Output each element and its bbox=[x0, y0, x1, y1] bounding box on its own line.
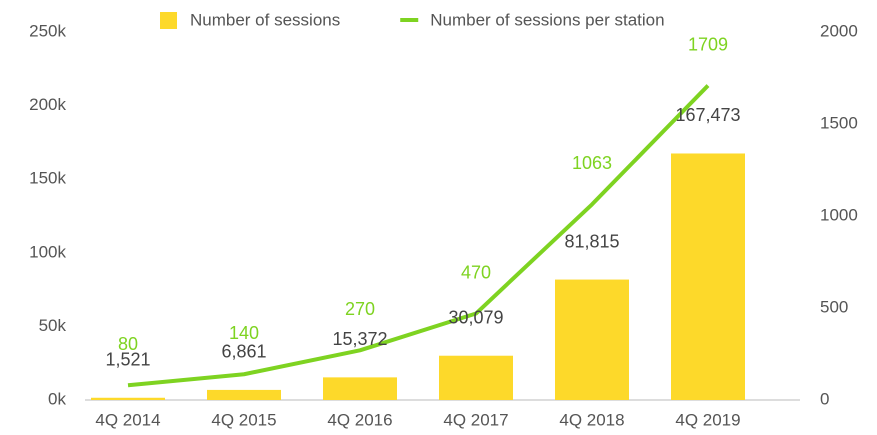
bar bbox=[671, 153, 745, 400]
y2-tick-label: 2000 bbox=[820, 21, 858, 40]
data-label: 6,861 bbox=[221, 342, 266, 362]
legend-label: Number of sessions per station bbox=[430, 10, 664, 29]
bar bbox=[555, 279, 629, 400]
data-label: 167,473 bbox=[675, 105, 740, 125]
data-label: 270 bbox=[345, 299, 375, 319]
data-label: 140 bbox=[229, 323, 259, 343]
y-tick-label: 100k bbox=[29, 242, 66, 261]
data-label: 15,372 bbox=[332, 329, 387, 349]
data-label: 81,815 bbox=[564, 231, 619, 251]
legend-label: Number of sessions bbox=[190, 10, 340, 29]
data-label: 1709 bbox=[688, 34, 728, 54]
legend-swatch bbox=[160, 12, 177, 29]
bar bbox=[91, 397, 165, 400]
x-tick-label: 4Q 2015 bbox=[211, 410, 276, 429]
bar bbox=[207, 389, 281, 400]
data-label: 1,521 bbox=[105, 350, 150, 370]
data-label: 470 bbox=[461, 262, 491, 282]
y2-tick-label: 500 bbox=[820, 297, 848, 316]
y2-tick-label: 1500 bbox=[820, 113, 858, 132]
line bbox=[127, 84, 710, 388]
y-tick-label: 0k bbox=[48, 389, 66, 408]
y-tick-label: 150k bbox=[29, 169, 66, 188]
x-tick-label: 4Q 2016 bbox=[327, 410, 392, 429]
data-label: 30,079 bbox=[448, 307, 503, 327]
x-tick-label: 4Q 2017 bbox=[443, 410, 508, 429]
bar bbox=[439, 355, 513, 400]
x-tick-label: 4Q 2019 bbox=[675, 410, 740, 429]
y-tick-label: 250k bbox=[29, 21, 66, 40]
y2-tick-label: 1000 bbox=[820, 205, 858, 224]
y-tick-label: 200k bbox=[29, 95, 66, 114]
data-label: 80 bbox=[118, 334, 138, 354]
bar bbox=[323, 377, 397, 400]
x-tick-label: 4Q 2014 bbox=[95, 410, 160, 429]
x-tick-label: 4Q 2018 bbox=[559, 410, 624, 429]
data-label: 1063 bbox=[572, 153, 612, 173]
y-tick-label: 50k bbox=[39, 316, 67, 335]
y2-tick-label: 0 bbox=[820, 389, 829, 408]
